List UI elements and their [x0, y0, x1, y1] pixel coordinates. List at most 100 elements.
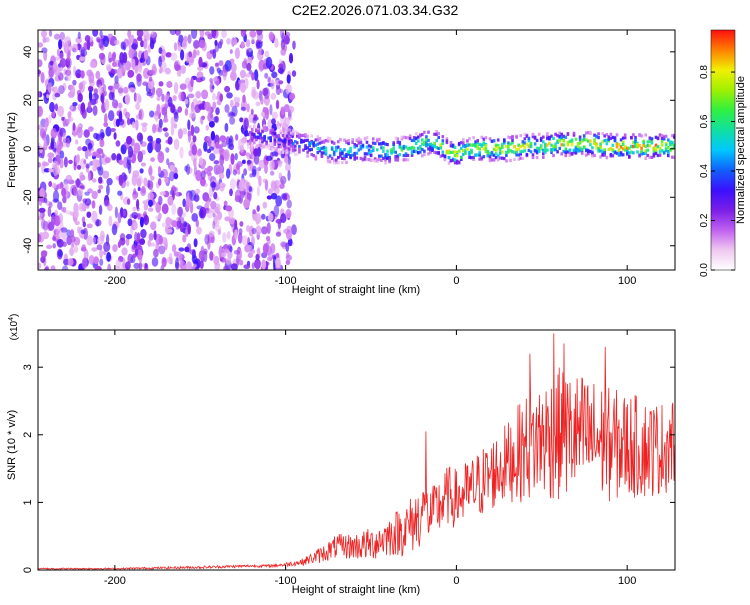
- spectrogram-ridge-cell: [542, 140, 545, 144]
- spectrogram-noise-cell: [268, 141, 274, 150]
- spectrogram-ridge-cell: [451, 144, 455, 149]
- spectrogram-ridge-cell: [568, 153, 572, 157]
- spectrogram-ridge-cell: [564, 151, 568, 155]
- spectrogram-ridge-cell: [335, 161, 338, 165]
- spectrogram-noise-cell: [243, 168, 248, 176]
- spectrogram-ridge-cell: [662, 151, 666, 155]
- spectrogram-ridge-cell: [316, 135, 320, 139]
- spectrogram-ridge-cell: [279, 138, 283, 142]
- spectrogram-ridge-cell: [341, 152, 344, 156]
- spectrogram-ridge-cell: [527, 136, 531, 140]
- spectrogram-noise-cell: [170, 116, 176, 127]
- spectrogram-ridge-cell: [324, 139, 328, 143]
- spectrogram-noise-cell: [158, 118, 163, 128]
- spectrogram-ridge-cell: [253, 125, 256, 129]
- spectrogram-noise-cell: [263, 87, 270, 100]
- spectrogram-noise-cell: [220, 182, 224, 187]
- spectrogram-x-tick-label: -100: [275, 275, 297, 287]
- spectrogram-noise-cell: [173, 251, 180, 257]
- spectrogram-ridge-cell: [574, 148, 578, 152]
- spectrogram-ridge-cell: [566, 150, 570, 154]
- spectrogram-noise-cell: [164, 177, 169, 184]
- spectrogram-ridge-cell: [382, 141, 385, 145]
- spectrogram-noise-cell: [61, 116, 65, 121]
- spectrogram-ridge-cell: [363, 152, 367, 156]
- spectrogram-ridge-cell: [634, 140, 637, 144]
- spectrogram-ridge-cell: [281, 150, 285, 154]
- spectrogram-ridge-cell: [533, 135, 537, 139]
- spectrogram-noise-cell: [258, 175, 262, 187]
- spectrogram-ridge-cell: [501, 156, 504, 160]
- spectrogram-ridge-cell: [298, 135, 301, 139]
- spectrogram-noise-cell: [143, 202, 149, 211]
- spectrogram-ridge-cell: [414, 132, 418, 136]
- spectrogram-noise-cell: [208, 120, 215, 128]
- spectrogram-ridge-cell: [652, 152, 656, 156]
- spectrogram-ridge-cell: [414, 149, 418, 154]
- spectrogram-ridge-cell: [322, 139, 326, 143]
- spectrogram-noise-cell: [224, 60, 232, 72]
- spectrogram-ridge-cell: [382, 149, 385, 153]
- spectrogram-noise-cell: [148, 199, 153, 207]
- spectrogram-ridge-cell: [255, 135, 258, 139]
- spectrogram-ridge-cell: [605, 155, 609, 159]
- spectrogram-ridge-cell: [664, 147, 668, 151]
- spectrogram-ridge-cell: [365, 152, 369, 156]
- spectrogram-noise-cell: [225, 257, 232, 265]
- spectrogram-ridge-cell: [650, 137, 654, 141]
- spectrogram-ridge-cell: [560, 143, 563, 147]
- spectrogram-noise-cell: [135, 93, 142, 104]
- spectrogram-noise-cell: [68, 159, 73, 164]
- spectrogram-noise-cell: [165, 147, 170, 153]
- spectrogram-noise-cell: [74, 220, 80, 226]
- spectrogram-noise-cell: [243, 264, 251, 270]
- spectrogram-ridge-cell: [589, 139, 592, 143]
- spectrogram-ridge-cell: [527, 139, 531, 143]
- spectrogram-ridge-cell: [322, 151, 326, 155]
- spectrogram-ridge-cell: [630, 150, 633, 154]
- spectrogram-ridge-cell: [435, 130, 438, 134]
- spectrogram-ridge-cell: [369, 145, 373, 149]
- spectrogram-ridge-cell: [554, 132, 557, 136]
- spectrogram-ridge-cell: [445, 139, 449, 143]
- spectrogram-ridge-cell: [587, 131, 590, 135]
- spectrogram-noise-cell: [212, 92, 216, 101]
- spectrogram-noise-cell: [190, 107, 196, 119]
- spectrogram-noise-cell: [260, 96, 264, 105]
- spectrogram-noise-cell: [66, 69, 72, 82]
- spectrogram-ridge-cell: [388, 158, 391, 162]
- spectrogram-ridge-cell: [650, 155, 654, 159]
- spectrogram-noise-cell: [41, 30, 47, 38]
- spectrogram-ridge-cell: [554, 145, 557, 149]
- spectrogram-noise-cell: [131, 58, 136, 70]
- spectrogram-noise-cell: [99, 248, 103, 259]
- spectrogram-ridge-cell: [332, 150, 336, 154]
- spectrogram-noise-cell: [198, 157, 204, 166]
- spectrogram-noise-cell: [160, 61, 167, 73]
- spectrogram-ridge-cell: [281, 139, 285, 143]
- spectrogram-noise-cell: [228, 138, 233, 144]
- spectrogram-noise-cell: [256, 79, 260, 90]
- spectrogram-ridge-cell: [355, 144, 359, 148]
- spectrogram-noise-cell: [51, 182, 57, 189]
- spectrogram-ridge-cell: [408, 137, 412, 141]
- spectrogram-ridge-cell: [597, 132, 600, 136]
- spectrogram-ridge-cell: [332, 153, 336, 157]
- spectrogram-noise-cell: [122, 86, 129, 94]
- spectrogram-ridge-cell: [376, 148, 379, 152]
- spectrogram-noise-cell: [187, 34, 192, 44]
- spectrogram-noise-cell: [48, 30, 53, 37]
- spectrogram-ridge-cell: [423, 142, 426, 146]
- spectrogram-noise-cell: [291, 224, 297, 236]
- spectrogram-ridge-cell: [460, 157, 463, 161]
- spectrogram-noise-cell: [246, 159, 252, 165]
- spectrogram-ridge-cell: [521, 156, 525, 160]
- spectrogram-noise-cell: [166, 158, 170, 166]
- spectrogram-ridge-cell: [417, 151, 420, 155]
- spectrogram-noise-cell: [256, 41, 263, 49]
- snr-y-tick-label: 2: [22, 432, 34, 438]
- spectrogram-ridge-cell: [380, 141, 383, 146]
- spectrogram-noise-cell: [239, 259, 244, 266]
- spectrogram-ridge-cell: [617, 148, 621, 152]
- spectrogram-noise-cell: [69, 104, 74, 111]
